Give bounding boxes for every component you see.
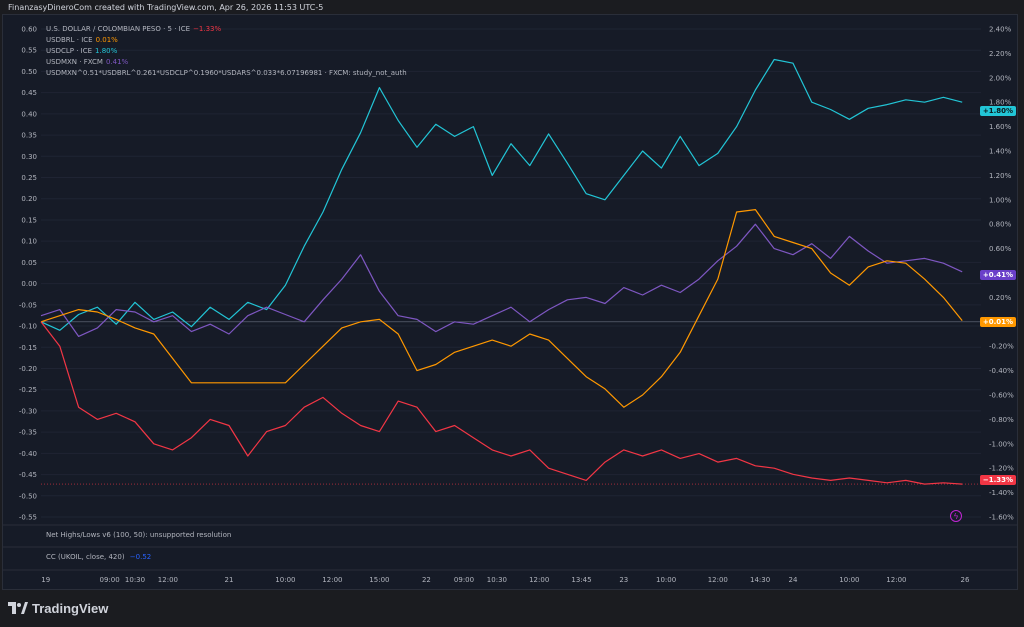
legend-row-mxn[interactable]: USDMXN · FXCM 0.41% <box>46 57 407 68</box>
tradingview-logo[interactable]: TradingView <box>8 599 108 617</box>
x-axis-tick: 10:00 <box>839 576 859 584</box>
left-axis-tick: 0.30 <box>21 153 37 161</box>
x-axis-tick: 09:00 <box>454 576 474 584</box>
legend-value: 0.41% <box>105 58 129 66</box>
left-axis-tick: -0.15 <box>19 344 37 352</box>
left-axis-tick: 0.45 <box>21 89 37 97</box>
legend-label: USDMXN^0.51*USDBRL^0.261*USDCLP^0.1960*U… <box>46 69 407 77</box>
left-axis-tick: 0.10 <box>21 238 37 246</box>
left-axis-tick: -0.30 <box>19 407 37 415</box>
right-axis-tick: 2.40% <box>989 26 1012 34</box>
x-axis-tick: 12:00 <box>322 576 342 584</box>
legend-row-clp[interactable]: USDCLP · ICE 1.80% <box>46 46 407 57</box>
x-axis-tick: 12:00 <box>708 576 728 584</box>
legend: U.S. DOLLAR / COLOMBIAN PESO · 5 · ICE −1… <box>46 24 407 79</box>
left-axis-tick: 0.15 <box>21 216 37 224</box>
legend-label: USDCLP · ICE <box>46 47 93 55</box>
x-axis-tick: 23 <box>619 576 628 584</box>
x-axis-tick: 14:30 <box>750 576 770 584</box>
highs-lows-pane-label: Net Highs/Lows v6 (100, 50): unsupported… <box>46 531 232 539</box>
right-axis-tick: 1.00% <box>989 196 1012 204</box>
legend-row-brl[interactable]: USDBRL · ICE 0.01% <box>46 35 407 46</box>
x-axis-tick: 10:30 <box>125 576 145 584</box>
legend-label: U.S. DOLLAR / COLOMBIAN PESO · 5 · ICE <box>46 25 191 33</box>
x-axis-tick: 10:00 <box>275 576 295 584</box>
lightning-icon[interactable]: ϟ <box>950 510 962 522</box>
x-axis-tick: 26 <box>961 576 970 584</box>
right-axis-tick: 2.00% <box>989 74 1012 82</box>
left-axis-tick: -0.45 <box>19 471 37 479</box>
legend-label: USDBRL · ICE <box>46 36 93 44</box>
left-axis-tick: -0.50 <box>19 492 37 500</box>
left-axis-tick: -0.05 <box>19 301 37 309</box>
series-line <box>40 321 963 485</box>
x-axis-tick: 19 <box>41 576 50 584</box>
right-axis-tick: -0.40% <box>989 367 1014 375</box>
left-axis-tick: 0.00 <box>21 280 37 288</box>
left-axis-tick: -0.20 <box>19 365 37 373</box>
right-axis-tick: -1.60% <box>989 514 1014 522</box>
left-axis-tick: -0.35 <box>19 429 37 437</box>
badge-brl: +0.01% <box>979 317 1016 327</box>
series-line <box>40 223 963 337</box>
badge-mxn: +0.41% <box>979 270 1016 280</box>
cc-pane-label: CC (UKOIL, close, 420) −0.52 <box>46 553 151 561</box>
left-axis-tick: 0.55 <box>21 47 37 55</box>
legend-label: USDMXN · FXCM <box>46 58 103 66</box>
left-axis-tick: -0.40 <box>19 450 37 458</box>
x-axis-tick: 10:30 <box>487 576 507 584</box>
cc-label: CC (UKOIL, close, 420) <box>46 553 125 561</box>
left-axis-tick: 0.25 <box>21 174 37 182</box>
price-chart[interactable]: 0.60 0.55 0.50 0.45 0.40 0.35 0.30 0.25 0.20 0.15… <box>3 15 1017 589</box>
legend-row-cop[interactable]: U.S. DOLLAR / COLOMBIAN PESO · 5 · ICE −1… <box>46 24 407 35</box>
right-axis-tick: -1.20% <box>989 465 1014 473</box>
left-axis-tick: -0.25 <box>19 386 37 394</box>
x-axis-tick: 21 <box>225 576 234 584</box>
right-axis-tick: 1.20% <box>989 172 1012 180</box>
cc-value: −0.52 <box>129 553 152 561</box>
x-axis-tick: 15:00 <box>369 576 389 584</box>
brand-name: TradingView <box>32 600 109 616</box>
left-axis-tick: -0.55 <box>19 514 37 522</box>
right-axis-tick: -1.40% <box>989 489 1014 497</box>
x-axis-tick: 13:45 <box>571 576 591 584</box>
legend-value: 0.01% <box>95 36 118 44</box>
chart-canvas[interactable]: 0.60 0.55 0.50 0.45 0.40 0.35 0.30 0.25 0.20 0.15… <box>2 14 1018 590</box>
legend-value: −1.33% <box>193 25 222 33</box>
x-axis-tick: 22 <box>422 576 431 584</box>
left-axis-tick: 0.05 <box>21 259 37 267</box>
right-axis-tick: 0.60% <box>989 245 1012 253</box>
right-axis-tick: 1.60% <box>989 123 1012 131</box>
credit-text: FinanzasyDineroCom created with TradingV… <box>8 3 324 12</box>
x-axis-tick: 12:00 <box>529 576 549 584</box>
x-axis-tick: 24 <box>789 576 798 584</box>
badge-clp: +1.80% <box>979 106 1016 116</box>
series-line <box>40 209 963 408</box>
right-axis-tick: 1.40% <box>989 148 1012 156</box>
legend-row-study[interactable]: USDMXN^0.51*USDBRL^0.261*USDCLP^0.1960*U… <box>46 68 407 79</box>
x-axis-tick: 12:00 <box>158 576 178 584</box>
left-axis-tick: 0.50 <box>21 68 37 76</box>
tradingview-logo-icon <box>8 602 28 614</box>
right-axis-tick: -1.00% <box>989 440 1014 448</box>
left-axis-tick: -0.10 <box>19 323 37 331</box>
right-axis-tick: 0.80% <box>989 221 1012 229</box>
right-axis-tick: 0.20% <box>989 294 1012 302</box>
left-axis-tick: 0.40 <box>21 110 37 118</box>
series-line <box>40 58 963 331</box>
left-axis-tick: 0.20 <box>21 195 37 203</box>
left-axis-tick: 0.35 <box>21 132 37 140</box>
right-axis-tick: 1.80% <box>989 99 1012 107</box>
x-axis-tick: 10:00 <box>656 576 676 584</box>
legend-value: 1.80% <box>95 47 118 55</box>
x-axis-tick: 09:00 <box>100 576 120 584</box>
right-axis-tick: -0.80% <box>989 416 1014 424</box>
right-axis-tick: -0.20% <box>989 343 1014 351</box>
left-axis-tick: 0.60 <box>21 26 37 34</box>
badge-cop: −1.33% <box>979 475 1016 485</box>
right-axis-tick: -0.60% <box>989 392 1014 400</box>
right-axis-tick: 2.20% <box>989 50 1012 58</box>
x-axis-tick: 12:00 <box>886 576 906 584</box>
